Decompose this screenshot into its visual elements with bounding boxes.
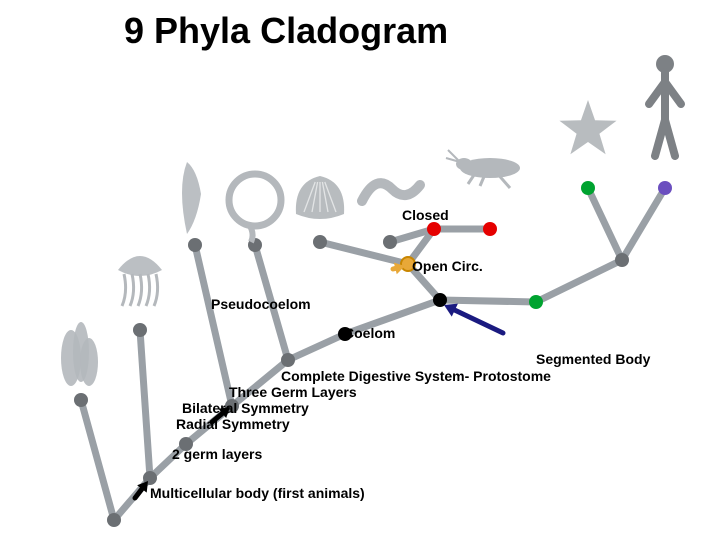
- label-pseudocoelom: Pseudocoelom: [211, 296, 311, 312]
- tree-node-n1: [74, 393, 88, 407]
- tree-edge: [440, 300, 536, 302]
- label-coelom: Coelom: [344, 325, 395, 341]
- label-two-germ: 2 germ layers: [172, 446, 262, 462]
- organism-echinoderm: [559, 100, 616, 154]
- tree-node-n15: [383, 235, 397, 249]
- tree-edge: [140, 330, 150, 478]
- tree-node-n19: [658, 181, 672, 195]
- tree-edge: [536, 260, 622, 302]
- label-segmented-body: Segmented Body: [536, 351, 650, 367]
- label-three-germ: Three Germ Layers: [229, 384, 357, 400]
- tree-edge: [81, 400, 114, 520]
- tree-edge: [195, 245, 232, 406]
- organism-chordate: [649, 55, 681, 156]
- label-closed: Closed: [402, 207, 449, 223]
- tree-node-n12: [313, 235, 327, 249]
- tree-edge: [588, 188, 622, 260]
- label-multicellular: Multicellular body (first animals): [150, 485, 365, 501]
- organism-sponge: [61, 322, 98, 386]
- tree-node-n4: [133, 323, 147, 337]
- tree-node-n10: [433, 293, 447, 307]
- tree-edge: [288, 334, 345, 360]
- label-open-circ: Open Circ.: [412, 258, 483, 274]
- tree-node-n14: [427, 222, 441, 236]
- cladogram-svg: [0, 0, 720, 540]
- tree-node-n18: [581, 181, 595, 195]
- organism-arthropod: [446, 150, 520, 188]
- tree-node-n17: [483, 222, 497, 236]
- label-complete-digestive: Complete Digestive System- Protostome: [281, 368, 551, 384]
- tree-node-n6: [281, 353, 295, 367]
- arrow-coelom: [455, 310, 503, 333]
- tree-node-n16: [615, 253, 629, 267]
- organism-jellyfish: [118, 256, 162, 306]
- organism-mollusk: [296, 176, 344, 219]
- tree-node-n13: [529, 295, 543, 309]
- organism-annelid: [362, 183, 420, 201]
- label-bilateral-symmetry: Bilateral Symmetry: [182, 400, 309, 416]
- label-title: 9 Phyla Cladogram: [124, 10, 448, 52]
- tree-node-n0: [107, 513, 121, 527]
- tree-node-n7: [188, 238, 202, 252]
- organism-flatworm: [182, 162, 201, 234]
- arrow-open-circ: [393, 268, 395, 269]
- tree-edge: [622, 188, 665, 260]
- organism-roundworm: [229, 174, 281, 242]
- label-radial-symmetry: Radial Symmetry: [176, 416, 290, 432]
